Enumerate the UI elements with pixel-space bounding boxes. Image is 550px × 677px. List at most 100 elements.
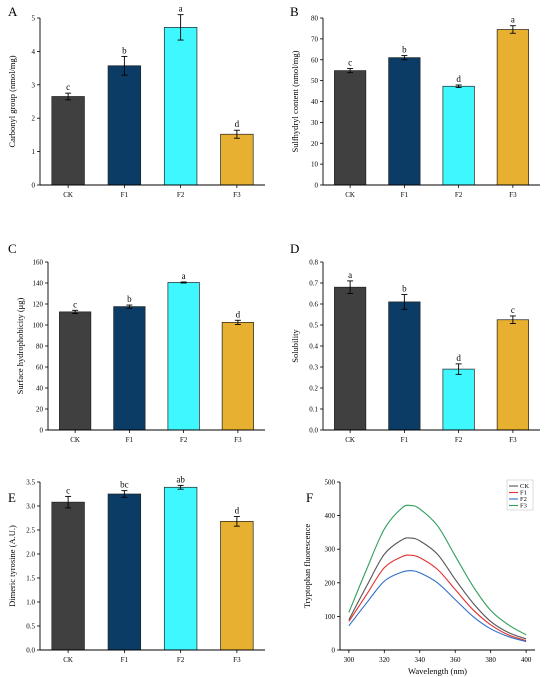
y-tick-label: 1 (32, 148, 36, 156)
panel-b: B 0 10 20 30 40 50 60 70 80 Sulfhydryl content (nm… (290, 4, 540, 199)
y-tick-label: 4 (32, 48, 36, 56)
y-tick-label: 3.5 (26, 479, 35, 487)
x-tick-label: 380 (485, 656, 496, 664)
y-tick-label: 70 (311, 35, 319, 43)
x-tick-label: F3 (509, 191, 517, 199)
panel-letter: E (8, 490, 16, 505)
y-tick-label: 80 (36, 343, 44, 351)
y-tick-label: 0 (315, 182, 319, 190)
x-tick-label: 340 (415, 656, 426, 664)
significance-label: b (122, 45, 127, 55)
panel-letter: D (290, 241, 299, 256)
x-tick-label: F3 (233, 191, 241, 199)
y-tick-label: 0.5 (26, 623, 35, 631)
y-tick-label: 200 (325, 579, 336, 587)
bar-f3 (220, 133, 254, 186)
legend-label: F3 (520, 503, 527, 510)
significance-label: b (402, 45, 407, 55)
significance-label: a (348, 270, 352, 280)
x-tick-label: CK (63, 656, 73, 664)
bar-f1 (388, 57, 421, 186)
panel-a: A 0 1 2 3 4 5 Carbonyl group (nmol/mg) c CK b F1 a F2… (7, 4, 265, 199)
y-tick-label: 40 (36, 385, 44, 393)
bar-f2 (163, 486, 198, 651)
significance-label: d (235, 119, 240, 129)
x-tick-label: F2 (180, 436, 188, 444)
panel-f: F 0 100 200 300 400 500 Tryptophan fluorescence… (302, 479, 535, 676)
y-tick-label: 20 (311, 140, 319, 148)
y-tick-label: 160 (33, 259, 44, 267)
y-tick-label: 0.0 (309, 427, 318, 435)
panel-c: C 0 20 40 60 80 100 120 140 160 Surface hydrophobi… (8, 241, 265, 444)
significance-label: c (73, 299, 77, 309)
x-tick-label: 320 (379, 656, 390, 664)
significance-label: a (511, 15, 515, 25)
x-tick-label: CK (70, 436, 80, 444)
y-tick-label: 5 (32, 15, 36, 23)
significance-label: c (511, 305, 515, 315)
panel-letter: B (290, 4, 299, 19)
series-line-f3 (348, 504, 527, 636)
x-tick-label: F2 (177, 191, 185, 199)
panel-letter: C (8, 241, 17, 256)
x-axis-label: Wavelength (nm) (408, 666, 467, 676)
significance-label: c (66, 485, 70, 495)
y-tick-label: 0.5 (309, 322, 318, 330)
y-tick-label: 0.6 (309, 301, 318, 309)
y-axis-label: Surface hydrophobicity (μg) (15, 298, 25, 395)
x-tick-label: F1 (401, 436, 409, 444)
significance-label: bc (120, 480, 129, 490)
legend-label: CK (520, 483, 529, 490)
y-tick-label: 0.3 (309, 364, 318, 372)
y-axis-label: Tryptophan fluorescence (302, 524, 312, 609)
y-tick-label: 50 (311, 77, 319, 85)
y-axis-label: Dimeric tyrosine (A.U.) (7, 525, 17, 607)
x-tick-label: F2 (455, 191, 463, 199)
y-tick-label: 80 (311, 15, 319, 23)
x-tick-label: F3 (509, 436, 517, 444)
significance-label: a (182, 271, 186, 281)
x-tick-label: 300 (344, 656, 355, 664)
panel-e: E 0.0 0.5 1.0 1.5 2.0 2.5 3.0 3.5 Dimeric tyrosin… (7, 474, 265, 664)
y-tick-label: 500 (325, 479, 336, 487)
x-tick-label: CK (345, 191, 355, 199)
bar-f3 (496, 319, 529, 431)
legend-label: F2 (520, 496, 527, 503)
y-tick-label: 0.2 (309, 385, 318, 393)
y-tick-label: 1.0 (26, 599, 35, 607)
significance-label: d (235, 506, 240, 516)
significance-label: ab (176, 474, 185, 484)
bar-ck (334, 286, 367, 431)
series-line-f1 (348, 554, 527, 642)
bar-f3 (221, 322, 254, 431)
y-tick-label: 20 (36, 406, 44, 414)
y-tick-label: 100 (33, 322, 44, 330)
bar-f1 (388, 301, 421, 431)
x-tick-label: CK (63, 191, 73, 199)
bar-f2 (442, 368, 475, 431)
y-tick-label: 400 (325, 512, 336, 520)
significance-label: c (66, 82, 70, 92)
y-tick-label: 120 (33, 301, 44, 309)
panel-letter: A (8, 4, 18, 19)
x-tick-label: CK (345, 436, 355, 444)
y-tick-label: 0.4 (309, 343, 318, 351)
y-tick-label: 60 (36, 364, 44, 372)
y-tick-label: 2.5 (26, 527, 35, 535)
significance-label: c (348, 58, 352, 68)
significance-label: b (402, 284, 407, 294)
bar-f3 (220, 521, 254, 651)
significance-label: b (127, 294, 132, 304)
y-tick-label: 1.5 (26, 575, 35, 583)
y-tick-label: 60 (311, 56, 319, 64)
x-tick-label: 400 (521, 656, 532, 664)
y-tick-label: 0.7 (309, 280, 318, 288)
significance-label: d (236, 309, 241, 319)
y-tick-label: 3 (32, 81, 36, 89)
y-tick-label: 10 (311, 161, 319, 169)
bar-ck (51, 96, 85, 186)
y-axis-label: Sulfhydryl content (nmol/mg) (290, 50, 300, 152)
x-tick-label: F1 (121, 656, 129, 664)
series-line-f2 (348, 570, 527, 643)
y-tick-label: 3.0 (26, 503, 35, 511)
